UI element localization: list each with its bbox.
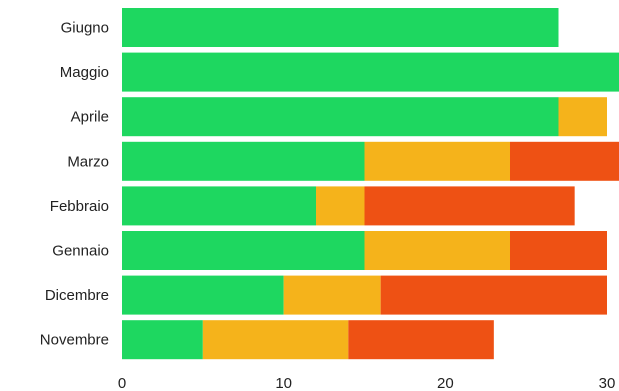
bar-febbraio-segment-2 — [316, 186, 365, 226]
bar-novembre-segment-2 — [202, 320, 349, 360]
bar-febbraio-segment-1 — [122, 186, 316, 226]
bar-marzo-segment-3 — [510, 141, 619, 181]
x-tick-labels: 0 10 20 30 — [118, 375, 616, 391]
bar-dicembre-segment-2 — [283, 275, 381, 315]
category-label-novembre: Novembre — [40, 332, 109, 349]
bar-aprile-segment-2 — [558, 97, 607, 137]
bar-aprile-segment-1 — [122, 97, 559, 137]
category-label-febbraio: Febbraio — [50, 198, 109, 215]
bar-marzo-segment-2 — [364, 141, 510, 181]
category-label-aprile: Aprile — [71, 109, 109, 126]
category-label-dicembre: Dicembre — [45, 287, 109, 304]
bar-novembre-segment-1 — [122, 320, 203, 360]
category-labels: Giugno Maggio Aprile Marzo Febbraio Gennaio Di… — [40, 20, 109, 349]
category-label-gennaio: Gennaio — [52, 243, 109, 260]
category-label-giugno: Giugno — [61, 20, 109, 37]
x-tick-label-0: 0 — [118, 375, 126, 391]
x-tick-label-30: 30 — [599, 375, 616, 391]
bar-marzo-segment-1 — [122, 141, 365, 181]
x-tick-label-10: 10 — [275, 375, 292, 391]
bar-febbraio-segment-3 — [364, 186, 575, 226]
bars-group — [122, 8, 619, 360]
bar-gennaio-segment-3 — [510, 231, 607, 270]
bar-giugno-segment-1 — [122, 8, 559, 47]
bar-novembre-segment-3 — [348, 320, 494, 360]
bar-dicembre-segment-1 — [122, 275, 284, 315]
bar-gennaio-segment-1 — [122, 231, 365, 270]
bar-maggio-segment-1 — [122, 52, 619, 92]
x-tick-label-20: 20 — [437, 375, 454, 391]
bar-gennaio-segment-2 — [364, 231, 510, 270]
category-label-maggio: Maggio — [60, 64, 109, 81]
bar-dicembre-segment-3 — [380, 275, 607, 315]
category-label-marzo: Marzo — [67, 153, 109, 170]
